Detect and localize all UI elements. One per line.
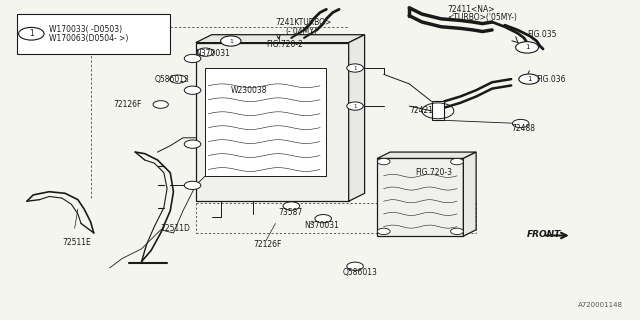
Polygon shape	[378, 152, 476, 158]
Circle shape	[451, 158, 463, 165]
Circle shape	[519, 74, 540, 84]
Circle shape	[184, 86, 201, 94]
Text: 72411<NA>: 72411<NA>	[447, 5, 495, 14]
Bar	[17, 14, 170, 54]
Text: 1: 1	[353, 104, 356, 108]
Polygon shape	[349, 35, 365, 201]
Circle shape	[347, 102, 364, 110]
Circle shape	[513, 119, 529, 128]
Text: 72126F: 72126F	[253, 240, 282, 249]
Text: Q586013: Q586013	[154, 75, 189, 84]
Text: 72421: 72421	[409, 106, 433, 115]
Bar	[196, 43, 349, 201]
Circle shape	[153, 101, 168, 108]
Text: Q586013: Q586013	[342, 268, 377, 277]
Polygon shape	[196, 35, 365, 43]
Text: 7241KTURBO>: 7241KTURBO>	[275, 18, 332, 27]
Circle shape	[378, 158, 390, 165]
Circle shape	[221, 36, 241, 46]
Circle shape	[451, 228, 463, 235]
Text: 72488: 72488	[511, 124, 535, 133]
Circle shape	[347, 64, 364, 72]
Text: FIG.720-3: FIG.720-3	[415, 168, 452, 177]
Text: FIG.036: FIG.036	[537, 75, 566, 84]
Text: 1: 1	[527, 76, 531, 82]
Circle shape	[378, 228, 390, 235]
Text: W170063(D0504- >): W170063(D0504- >)	[49, 34, 129, 43]
Circle shape	[516, 42, 539, 53]
Bar	[378, 158, 463, 236]
Text: N370031: N370031	[304, 220, 339, 229]
Text: 1: 1	[229, 38, 233, 44]
Polygon shape	[431, 101, 444, 120]
Circle shape	[315, 215, 332, 223]
Text: A720001148: A720001148	[578, 301, 623, 308]
Circle shape	[283, 202, 300, 210]
Circle shape	[170, 75, 186, 83]
Text: 1: 1	[353, 66, 356, 70]
Text: FRONT: FRONT	[527, 230, 561, 239]
Text: FIG.720-2: FIG.720-2	[266, 40, 303, 49]
Text: 72126F: 72126F	[113, 100, 141, 109]
Circle shape	[184, 140, 201, 148]
Circle shape	[184, 181, 201, 189]
Circle shape	[347, 262, 364, 270]
Circle shape	[184, 54, 201, 63]
Text: N370031: N370031	[196, 49, 230, 58]
Text: 1: 1	[29, 29, 34, 38]
Text: <TURBO>('05MY-): <TURBO>('05MY-)	[447, 13, 517, 22]
Text: (-'04MY): (-'04MY)	[285, 27, 317, 36]
Text: W170033( -D0503): W170033( -D0503)	[49, 25, 122, 35]
Bar	[205, 68, 326, 176]
Text: FIG.035: FIG.035	[527, 30, 557, 39]
Text: 1: 1	[525, 44, 529, 50]
Text: 72511E: 72511E	[62, 238, 91, 247]
Text: W230038: W230038	[231, 86, 268, 95]
Circle shape	[197, 48, 214, 56]
Text: 73587: 73587	[278, 208, 303, 217]
Polygon shape	[463, 152, 476, 236]
Text: 72511D: 72511D	[161, 224, 191, 233]
Circle shape	[19, 28, 44, 40]
